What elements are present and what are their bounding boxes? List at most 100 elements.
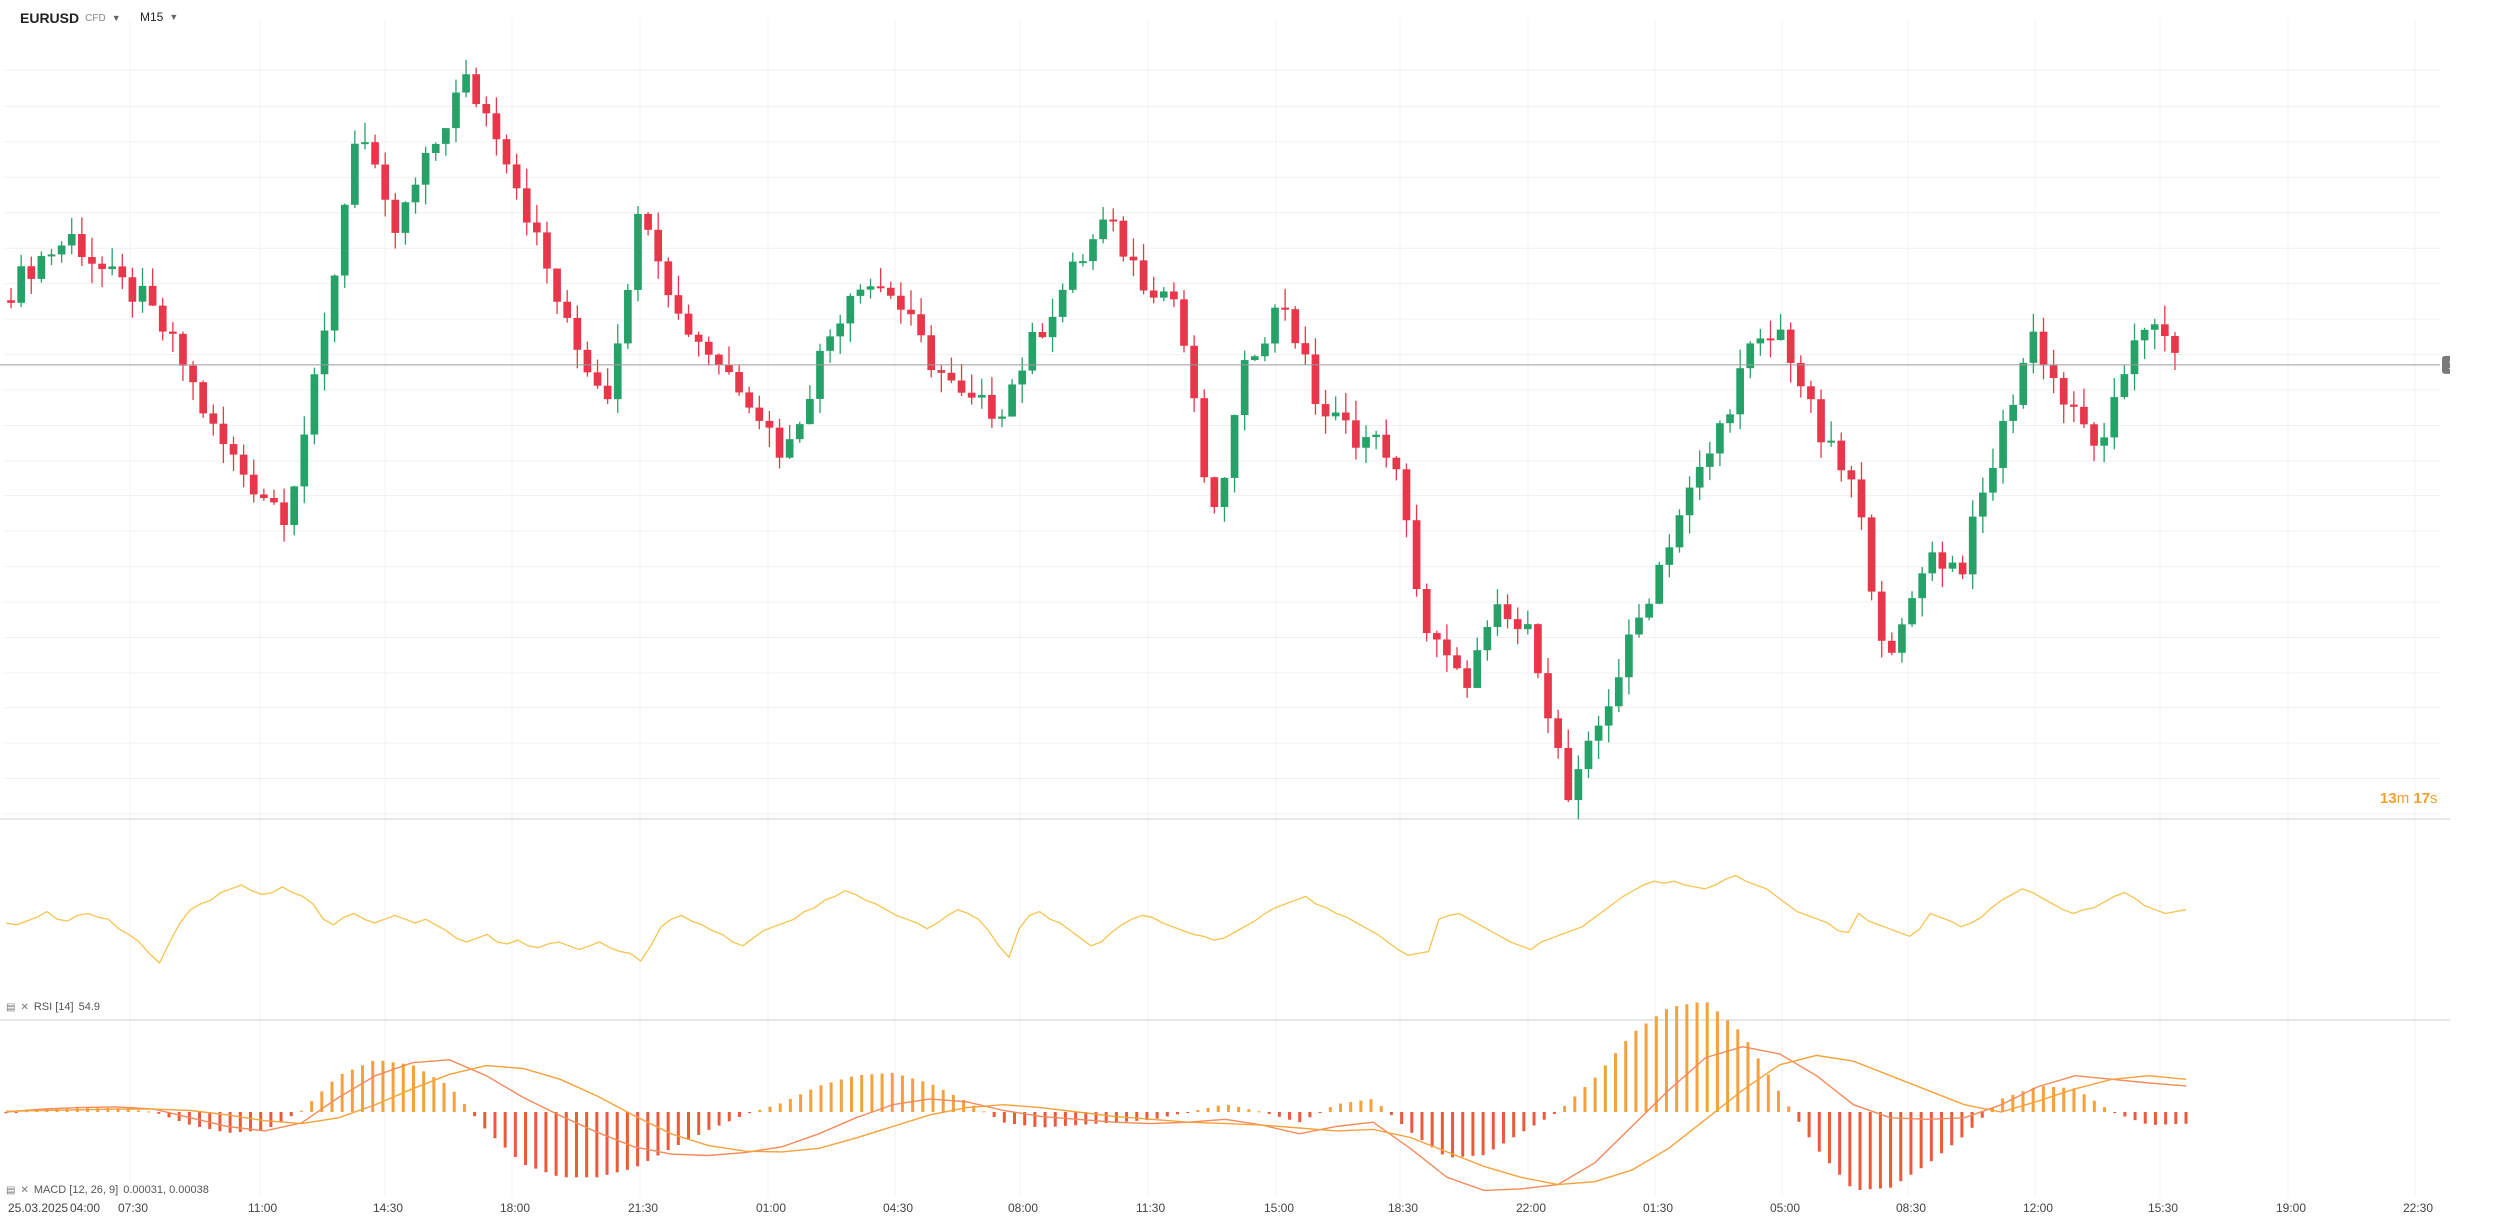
candle-body bbox=[553, 268, 561, 302]
candle-body bbox=[2160, 324, 2169, 337]
candle-body bbox=[1554, 718, 1562, 748]
candle-body bbox=[280, 502, 288, 526]
macd-histogram-bar bbox=[951, 1094, 955, 1112]
candle-body bbox=[1412, 520, 1421, 589]
candle-body bbox=[1038, 331, 1047, 338]
macd-histogram-bar bbox=[1135, 1112, 1139, 1121]
chart-toolbar: EURUSD CFD ▼ M15 ▼ bbox=[0, 0, 2450, 36]
candle-body bbox=[1574, 769, 1583, 801]
candle-body bbox=[1352, 420, 1360, 448]
macd-histogram-bar bbox=[982, 1111, 986, 1113]
candle-body bbox=[1180, 299, 1188, 346]
settings-icon[interactable]: ▤ bbox=[6, 1001, 16, 1013]
settings-icon[interactable]: ▤ bbox=[6, 1184, 16, 1196]
macd-histogram-bar bbox=[483, 1112, 487, 1129]
candle-body bbox=[77, 234, 86, 258]
candle-body bbox=[371, 142, 379, 165]
symbol-sub-label: CFD bbox=[85, 12, 106, 24]
macd-histogram-bar bbox=[992, 1112, 996, 1118]
macd-histogram-bar bbox=[900, 1075, 904, 1112]
chart-canvas[interactable]: 1.07888 1.082621.082161.081711.081261.08… bbox=[0, 0, 2450, 1225]
macd-histogram-bar bbox=[1155, 1112, 1159, 1119]
macd-histogram-bar bbox=[1817, 1112, 1821, 1152]
candle-body bbox=[765, 420, 774, 428]
candle-body bbox=[1655, 564, 1664, 604]
candle-body bbox=[886, 287, 895, 296]
macd-histogram-bar bbox=[422, 1071, 426, 1112]
candle-body bbox=[2140, 329, 2149, 341]
macd-histogram-bar bbox=[1940, 1112, 1944, 1154]
candle-body bbox=[411, 184, 420, 203]
candle-body bbox=[98, 263, 106, 270]
macd-histogram-bar bbox=[238, 1112, 242, 1133]
candle-body bbox=[1311, 354, 1320, 405]
candle-body bbox=[1453, 655, 1461, 669]
candle-body bbox=[1948, 562, 1957, 569]
macd-histogram-bar bbox=[340, 1073, 344, 1112]
candle-body bbox=[452, 92, 460, 129]
candle-body bbox=[1877, 591, 1886, 641]
macd-histogram-bar bbox=[870, 1074, 874, 1112]
macd-histogram-bar bbox=[636, 1112, 640, 1167]
macd-histogram-bar bbox=[534, 1112, 538, 1169]
macd-histogram-bar bbox=[228, 1112, 232, 1133]
candle-body bbox=[1564, 747, 1573, 801]
candle-body bbox=[391, 199, 400, 233]
macd-histogram-bar bbox=[24, 1111, 28, 1113]
macd-histogram-bar bbox=[1848, 1112, 1852, 1187]
candle-body bbox=[300, 434, 309, 487]
macd-histogram-bar bbox=[1165, 1112, 1169, 1117]
candle-body bbox=[1675, 515, 1684, 548]
countdown-minutes-unit: m bbox=[2396, 790, 2410, 807]
candle-body bbox=[613, 343, 622, 400]
macd-histogram-bar bbox=[493, 1112, 497, 1139]
macd-histogram-bar bbox=[890, 1072, 894, 1112]
macd-histogram-bar bbox=[187, 1112, 191, 1125]
candle-body bbox=[2150, 324, 2159, 330]
macd-histogram-bar bbox=[330, 1081, 334, 1112]
timeframe-selector[interactable]: M15 ▼ bbox=[140, 10, 178, 24]
macd-histogram-bar bbox=[880, 1073, 884, 1112]
candle-body bbox=[1240, 360, 1249, 416]
macd-histogram-bar bbox=[1512, 1112, 1516, 1138]
macd-histogram-bar bbox=[1654, 1016, 1658, 1112]
candle-body bbox=[1018, 370, 1027, 385]
macd-histogram-bar bbox=[1410, 1112, 1414, 1133]
macd-histogram-bar bbox=[259, 1112, 263, 1131]
close-icon[interactable]: ✕ bbox=[20, 1001, 29, 1013]
candle-body bbox=[2171, 336, 2179, 353]
macd-histogram-bar bbox=[574, 1112, 578, 1178]
macd-histogram-bar bbox=[1440, 1112, 1444, 1155]
macd-histogram-bar bbox=[595, 1112, 599, 1178]
symbol-selector[interactable]: EURUSD CFD ▼ bbox=[20, 10, 121, 26]
candle-body bbox=[937, 370, 946, 373]
candle-body bbox=[1938, 552, 1947, 569]
macd-histogram-bar bbox=[1675, 1006, 1679, 1112]
candle-body bbox=[624, 289, 632, 344]
close-icon[interactable]: ✕ bbox=[20, 1184, 29, 1196]
macd-histogram-bar bbox=[269, 1112, 273, 1127]
macd-histogram-bar bbox=[1838, 1112, 1842, 1175]
time-tick-label: 22:30 bbox=[2403, 1201, 2433, 1215]
candle-body bbox=[1999, 420, 2007, 468]
macd-histogram-bar bbox=[524, 1112, 528, 1166]
macd-histogram-bar bbox=[391, 1062, 395, 1112]
rsi-legend-label: RSI [14] bbox=[33, 1001, 74, 1013]
macd-histogram-bar bbox=[1736, 1029, 1740, 1112]
candle-body bbox=[1645, 603, 1653, 618]
macd-histogram-bar bbox=[839, 1079, 843, 1112]
time-tick-label: 12:00 bbox=[2023, 1201, 2053, 1215]
macd-histogram-bar bbox=[1685, 1004, 1689, 1112]
candle-body bbox=[634, 213, 642, 290]
candle-body bbox=[1604, 706, 1613, 726]
candle-body bbox=[1968, 516, 1977, 575]
last-price-tag bbox=[2442, 355, 2450, 374]
candle-body bbox=[522, 188, 531, 223]
macd-histogram-bar bbox=[350, 1069, 354, 1112]
candle-body bbox=[826, 336, 834, 351]
candle-body bbox=[1220, 477, 1229, 508]
macd-histogram-bar bbox=[656, 1112, 660, 1156]
candle-body bbox=[1089, 239, 1097, 262]
macd-histogram-bar bbox=[1084, 1112, 1088, 1125]
candle-body bbox=[816, 350, 824, 399]
